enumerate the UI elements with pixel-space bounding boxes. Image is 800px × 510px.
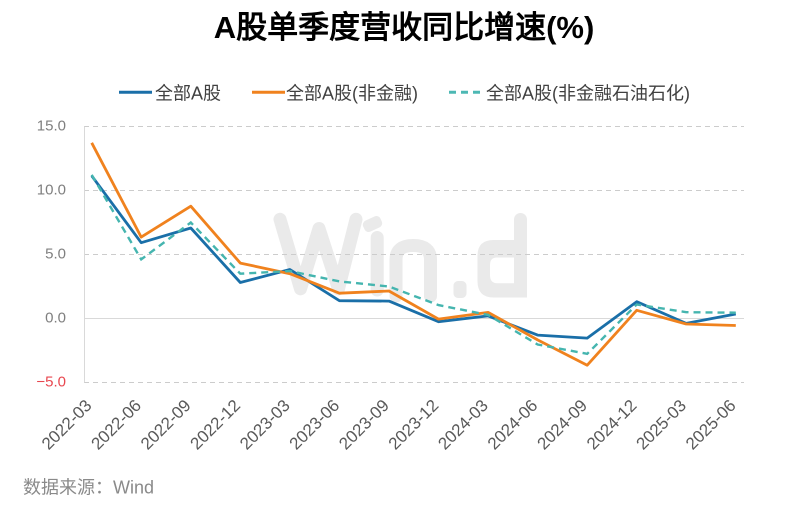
svg-text:全部A股(非金融): 全部A股(非金融)	[286, 84, 418, 104]
svg-text:全部A股: 全部A股	[155, 84, 221, 104]
svg-text:A股单季度营收同比增速(%): A股单季度营收同比增速(%)	[214, 10, 595, 45]
svg-text:0.0: 0.0	[45, 310, 66, 327]
svg-text:5.0: 5.0	[45, 246, 66, 263]
svg-text:数据来源：Wind: 数据来源：Wind	[23, 478, 154, 498]
svg-text:10.0: 10.0	[37, 182, 66, 199]
svg-text:全部A股(非金融石油石化): 全部A股(非金融石油石化)	[486, 84, 690, 104]
svg-text:−5.0: −5.0	[36, 374, 66, 391]
svg-text:15.0: 15.0	[37, 118, 66, 135]
